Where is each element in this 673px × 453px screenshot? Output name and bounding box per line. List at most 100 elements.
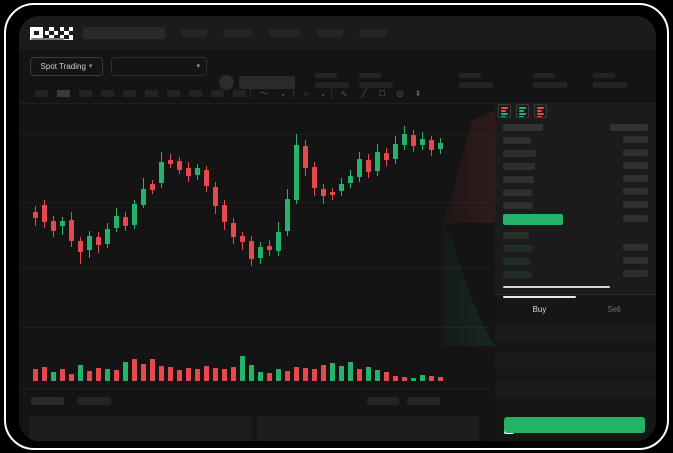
- candle: [384, 104, 389, 334]
- ob-mode-asks-icon[interactable]: [534, 104, 547, 118]
- candle-body: [420, 139, 425, 145]
- fullscreen-icon[interactable]: ⬍: [414, 88, 422, 98]
- tf-more[interactable]: [233, 90, 246, 97]
- tf-1m[interactable]: [35, 90, 48, 97]
- chevron-down-icon: ▾: [88, 63, 93, 70]
- volume-bar: [321, 365, 326, 381]
- bottom-action-1[interactable]: [367, 397, 399, 405]
- candle-body: [366, 160, 371, 172]
- ob-bid-row[interactable]: [503, 245, 533, 252]
- volume-bar: [96, 368, 101, 381]
- stat-volume-24h: [593, 73, 627, 88]
- volume-bar: [69, 374, 74, 381]
- volume-bar: [303, 368, 308, 381]
- nav-item-5[interactable]: [359, 29, 387, 37]
- ob-bid-row[interactable]: [503, 232, 529, 239]
- ob-ask-row[interactable]: [503, 137, 531, 144]
- volume-bar: [114, 370, 119, 381]
- ob-bid-row[interactable]: [503, 258, 530, 265]
- candle-body: [159, 162, 164, 183]
- trading-pair-select[interactable]: ▾: [111, 57, 207, 76]
- tab-sell[interactable]: Sell: [607, 304, 621, 314]
- order-book-scrollbar[interactable]: [503, 286, 610, 288]
- ob-ask-row[interactable]: [503, 150, 536, 157]
- bottom-panel-right[interactable]: [256, 416, 479, 441]
- ob-ask-row[interactable]: [503, 163, 535, 170]
- nav-item-2[interactable]: [223, 29, 253, 37]
- volume-bar: [357, 369, 362, 381]
- candle-body: [186, 168, 191, 176]
- order-field-total[interactable]: [495, 381, 656, 397]
- order-field-price[interactable]: [495, 325, 656, 341]
- tf-4h[interactable]: [145, 90, 158, 97]
- candle: [294, 104, 299, 334]
- nav-item-3[interactable]: [269, 29, 301, 37]
- candle-body: [123, 217, 128, 226]
- candle: [33, 104, 38, 334]
- market-type-dropdown[interactable]: Spot Trading ▾: [30, 57, 103, 76]
- candle: [258, 104, 263, 334]
- nav-item-4[interactable]: [317, 29, 343, 37]
- candle-body: [330, 192, 335, 195]
- ob-ask-row[interactable]: [503, 189, 532, 196]
- order-field-amount[interactable]: [495, 353, 656, 369]
- line-chart-icon[interactable]: ∿: [340, 88, 348, 98]
- volume-bar: [123, 362, 128, 381]
- okx-logo-icon[interactable]: [30, 26, 73, 40]
- candlestick-chart[interactable]: [19, 104, 495, 346]
- draw-tool-icon[interactable]: ╱: [361, 88, 367, 98]
- volume-chart[interactable]: [19, 334, 489, 389]
- candle: [60, 104, 65, 334]
- search-input[interactable]: [83, 27, 165, 39]
- candle: [330, 104, 335, 334]
- bottom-action-2[interactable]: [407, 397, 440, 405]
- order-book-panel[interactable]: [495, 104, 656, 294]
- tf-5m[interactable]: [57, 90, 70, 97]
- candle: [312, 104, 317, 334]
- candle: [438, 104, 443, 334]
- ob-bid-row-amt: [623, 244, 648, 251]
- ob-ask-row[interactable]: [503, 176, 534, 183]
- candle-body: [258, 247, 263, 258]
- candle: [42, 104, 47, 334]
- tf-30m[interactable]: [101, 90, 114, 97]
- nav-item-1[interactable]: [181, 29, 207, 37]
- candle-body: [285, 199, 290, 231]
- ob-mode-bids-icon[interactable]: [516, 104, 529, 118]
- indicator-icon[interactable]: 〜: [260, 88, 268, 98]
- tab-buy[interactable]: Buy: [532, 304, 547, 314]
- tf-1h[interactable]: [123, 90, 136, 97]
- tablet-device-frame: Spot Trading ▾ ▾: [4, 3, 669, 450]
- candle-body: [42, 205, 47, 222]
- alert-icon[interactable]: ○: [303, 88, 309, 98]
- tf-1d[interactable]: [167, 90, 180, 97]
- candle-body: [141, 189, 146, 205]
- bottom-tab-open-orders[interactable]: [31, 397, 64, 405]
- buy-submit-button[interactable]: [504, 417, 645, 433]
- tf-15m[interactable]: [79, 90, 92, 97]
- bottom-tab-order-history[interactable]: [77, 397, 111, 405]
- depth-chart-overlay: [443, 111, 495, 346]
- candle-body: [177, 161, 182, 170]
- candle: [150, 104, 155, 334]
- camera-icon[interactable]: ☐: [378, 88, 386, 98]
- chevron-down-icon[interactable]: ⌄: [319, 88, 327, 98]
- candle: [159, 104, 164, 334]
- volume-bar: [312, 369, 317, 381]
- compare-icon[interactable]: ⌄: [279, 88, 287, 98]
- chevron-down-icon: ▾: [196, 63, 200, 70]
- ob-bid-row[interactable]: [503, 271, 532, 278]
- tf-1w[interactable]: [189, 90, 202, 97]
- candle: [141, 104, 146, 334]
- ob-current-price-highlight[interactable]: [503, 214, 563, 225]
- ob-ask-row[interactable]: [503, 202, 533, 209]
- volume-bar: [411, 378, 416, 381]
- settings-gear-icon[interactable]: ◎: [396, 88, 404, 98]
- ob-mode-both-icon[interactable]: [498, 104, 511, 118]
- candle-body: [312, 167, 317, 188]
- volume-bar: [348, 362, 353, 381]
- candle-body: [375, 152, 380, 171]
- candle: [420, 104, 425, 334]
- tf-1mo[interactable]: [211, 90, 224, 97]
- bottom-panel-left[interactable]: [29, 416, 252, 441]
